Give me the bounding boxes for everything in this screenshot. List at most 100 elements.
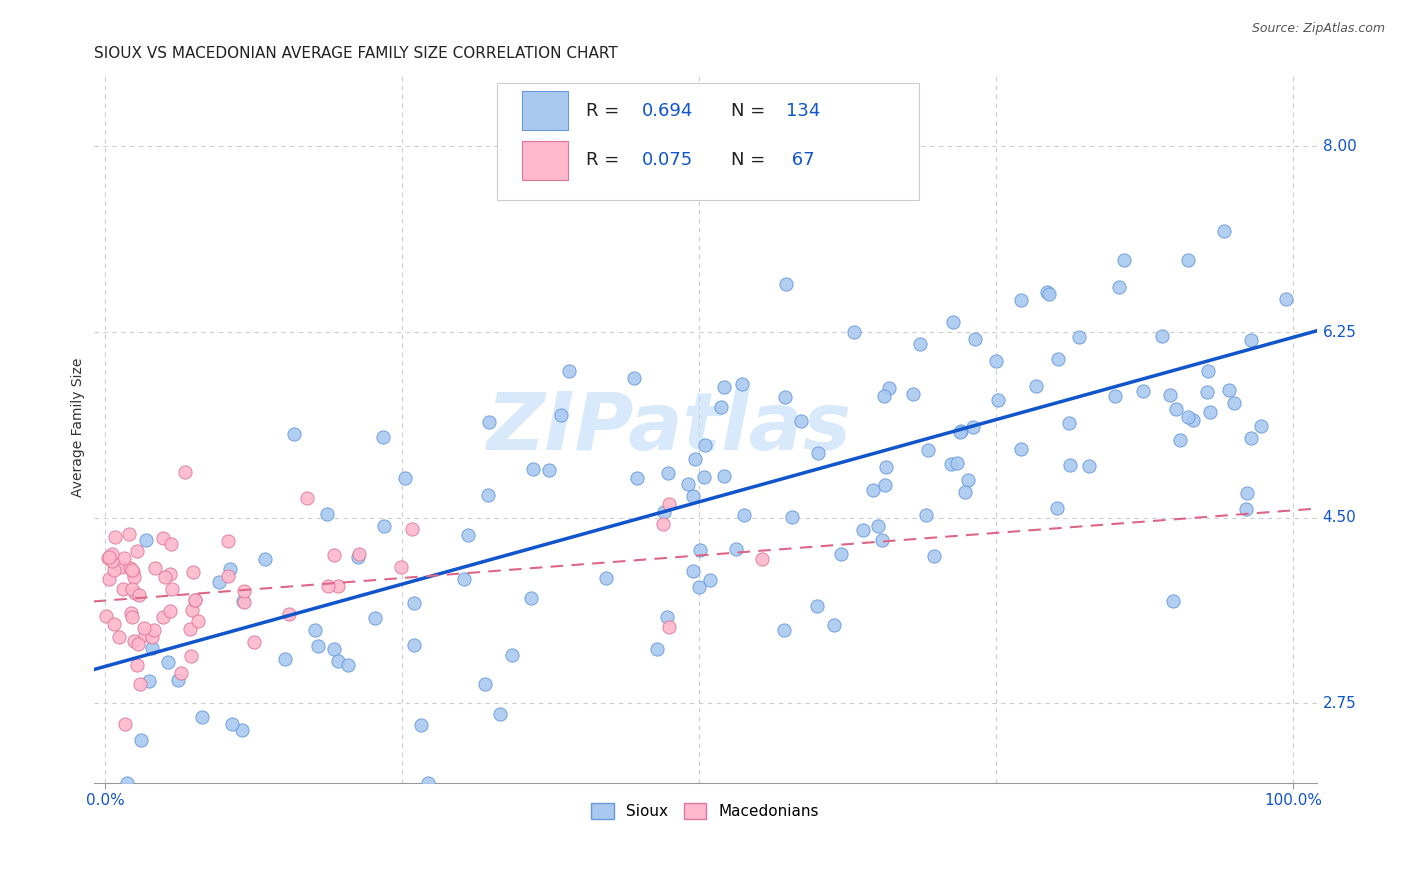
Point [1236, 486, 1258, 500]
Point [121, 582, 143, 596]
Point [103, 616, 125, 631]
Text: N =: N = [731, 102, 770, 120]
Point [127, 637, 149, 651]
Point [830, 547, 852, 561]
Point [550, 408, 572, 422]
Point [1198, 364, 1220, 378]
Point [295, 491, 318, 505]
Point [453, 572, 475, 586]
Point [125, 657, 148, 672]
Point [346, 549, 368, 564]
Point [373, 519, 395, 533]
Point [751, 552, 773, 566]
Point [153, 570, 176, 584]
Point [217, 534, 239, 549]
Point [699, 573, 721, 587]
Text: 0.075: 0.075 [641, 152, 693, 169]
Point [181, 603, 204, 617]
Point [652, 505, 675, 519]
Point [103, 563, 125, 577]
Point [1240, 431, 1263, 445]
Text: 4.50: 4.50 [1323, 510, 1357, 525]
Point [180, 648, 202, 663]
Point [773, 390, 796, 404]
Point [946, 456, 969, 470]
Point [159, 604, 181, 618]
Point [174, 465, 197, 479]
Point [682, 564, 704, 578]
Point [477, 488, 499, 502]
Point [457, 528, 479, 542]
Point [315, 507, 337, 521]
Point [689, 543, 711, 558]
Text: 67: 67 [786, 152, 814, 169]
Point [326, 578, 349, 592]
Point [1059, 458, 1081, 472]
Point [557, 364, 579, 378]
Point [1036, 285, 1059, 299]
Point [243, 635, 266, 649]
Text: SIOUX VS MACEDONIAN AVERAGE FAMILY SIZE CORRELATION CHART: SIOUX VS MACEDONIAN AVERAGE FAMILY SIZE … [94, 46, 617, 62]
Text: Source: ZipAtlas.com: Source: ZipAtlas.com [1251, 22, 1385, 36]
Point [1164, 401, 1187, 416]
Point [316, 579, 339, 593]
Point [1195, 384, 1218, 399]
Point [917, 443, 939, 458]
Point [152, 531, 174, 545]
Point [1150, 329, 1173, 343]
Point [219, 562, 242, 576]
Point [942, 314, 965, 328]
Point [104, 530, 127, 544]
Point [790, 414, 813, 428]
Point [501, 648, 523, 663]
Point [221, 716, 243, 731]
Point [418, 776, 440, 790]
Point [986, 354, 1008, 368]
Point [404, 596, 426, 610]
Point [138, 673, 160, 688]
FancyBboxPatch shape [522, 91, 568, 130]
Point [1046, 501, 1069, 516]
Point [121, 610, 143, 624]
Point [122, 570, 145, 584]
Point [872, 533, 894, 547]
Point [651, 517, 673, 532]
Point [877, 381, 900, 395]
Point [132, 622, 155, 636]
Point [1161, 593, 1184, 607]
Point [1069, 330, 1091, 344]
Point [118, 526, 141, 541]
Point [733, 508, 755, 522]
Point [141, 630, 163, 644]
Legend: Sioux, Macedonians: Sioux, Macedonians [585, 797, 825, 825]
Point [692, 470, 714, 484]
Point [110, 559, 132, 574]
Point [1234, 502, 1257, 516]
Point [371, 430, 394, 444]
Point [128, 677, 150, 691]
Point [1010, 293, 1032, 307]
Point [404, 638, 426, 652]
Point [1047, 351, 1070, 366]
Point [941, 457, 963, 471]
FancyBboxPatch shape [498, 83, 920, 200]
Point [1038, 287, 1060, 301]
Point [1213, 224, 1236, 238]
Text: 0.694: 0.694 [641, 102, 693, 120]
Point [304, 623, 326, 637]
Point [908, 337, 931, 351]
Point [112, 551, 135, 566]
Text: 8.00: 8.00 [1323, 139, 1357, 154]
Point [134, 628, 156, 642]
Point [724, 541, 747, 556]
Point [401, 523, 423, 537]
Point [953, 484, 976, 499]
Point [807, 445, 830, 459]
Point [143, 561, 166, 575]
Point [167, 673, 190, 688]
FancyBboxPatch shape [522, 141, 568, 180]
Point [1132, 384, 1154, 398]
Point [478, 416, 501, 430]
Point [122, 634, 145, 648]
Point [868, 519, 890, 533]
